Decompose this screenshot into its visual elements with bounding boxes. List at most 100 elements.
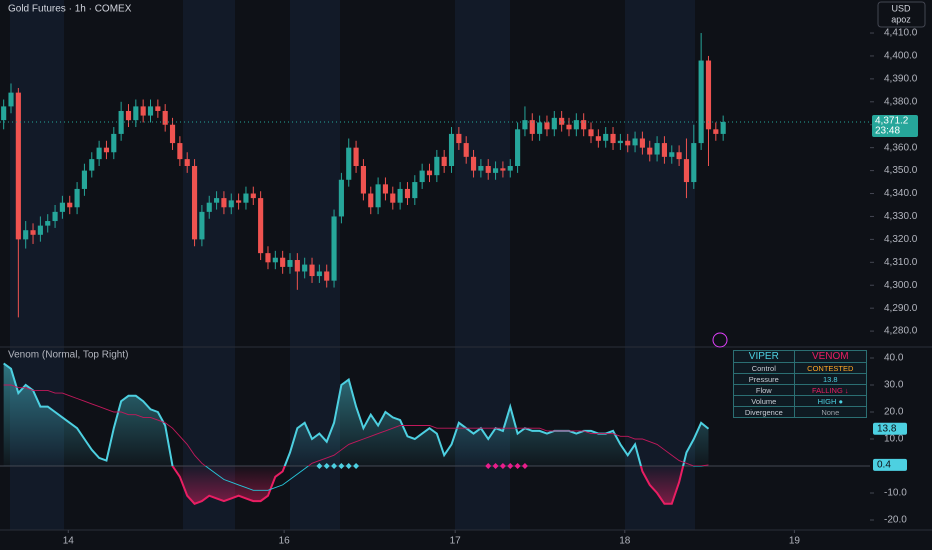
candle-body [147,106,154,116]
candle-body [419,170,425,183]
candle-body [463,143,469,157]
signal-diamond [521,463,528,470]
candle-body [470,156,477,171]
table-cell: None [793,406,868,418]
alert-icon[interactable] [712,332,728,348]
candle-body [713,129,719,134]
candle-body [691,143,697,183]
candle-body [309,264,315,277]
candle-body [537,122,543,134]
candle-body [228,200,234,208]
candle-body [705,60,712,130]
candle-body [382,184,389,194]
indicator-title: Venom (Normal, Top Right) [8,350,128,361]
table-cell: Divergence [733,406,795,418]
signal-diamond [323,463,330,470]
y-tick-label: 4,380.0 [884,96,918,107]
candle-body [375,184,381,208]
candle-body [456,133,462,144]
y-tick-label: 10.0 [884,434,904,445]
table-cell: Control [733,362,795,374]
x-tick-label: 18 [619,536,631,547]
y-tick-label: 4,350.0 [884,165,918,176]
table-row: Pressure 13.8 [733,373,868,385]
venom-line [3,362,710,505]
candle-body [500,168,506,171]
candle-body [118,110,124,134]
signal-diamond [331,463,338,470]
candle-body [654,143,660,155]
signal-diamond [507,463,514,470]
candle-body [265,253,271,263]
candle-body [353,147,359,167]
candle-body [287,260,293,267]
value-badge-label: 13.8 [877,423,897,434]
currency-box[interactable] [877,1,926,28]
candle-body [199,211,205,240]
candle-body [551,117,557,130]
candle-body [412,182,418,199]
table-header-cell: VIPER [733,350,795,363]
candle-body [544,122,550,130]
table-cell: Flow [733,384,795,396]
signal-diamond [485,463,492,470]
candle-body [595,136,601,141]
x-tick-label: 14 [63,536,75,547]
candle-body [8,92,14,107]
candle-body [184,159,190,167]
candle-body [397,188,403,203]
candle-body [632,138,638,146]
candle-body [258,198,264,254]
candle-body [52,211,58,222]
candle-body [610,133,616,144]
candle-body [346,147,352,180]
table-row: Flow FALLING ↓ [733,384,868,396]
countdown: 23:48 [875,126,900,137]
candle-body [338,179,344,217]
candle-body [103,147,110,153]
candle-body [236,200,242,203]
y-tick-label: 4,280.0 [884,326,918,337]
y-tick-label: 4,290.0 [884,303,918,314]
candle-body [683,159,690,183]
candle-body [243,193,249,203]
candle-body [155,106,161,111]
venom-area [3,363,709,504]
chart-title: Gold Futures · 1h · COMEX [8,4,132,15]
signal-diamond [316,463,323,470]
x-tick-label: 16 [279,536,291,547]
candle-body [639,138,645,148]
currency: USD [891,3,911,13]
y-tick-label: 40.0 [884,353,904,364]
y-tick-label: 30.0 [884,380,904,391]
candle-body [647,147,653,155]
candle-body [669,152,675,157]
candle-body [1,106,7,121]
candle-body [566,124,572,130]
candle-body [177,143,183,160]
y-tick-label: 4,390.0 [884,74,918,85]
candle-body [96,147,102,160]
candle-body [390,193,396,203]
y-tick-label: 4,330.0 [884,211,918,222]
candle-body [125,110,132,121]
candle-body [493,168,499,173]
candle-body [515,129,521,167]
candle-body [162,110,168,125]
value-badge-label: 0.4 [877,460,891,471]
candle-body [324,271,330,281]
y-tick-label: -20.0 [884,515,907,526]
candle-body [360,166,366,194]
y-tick-label: -10.0 [884,488,907,499]
candle-body [698,60,704,144]
y-tick-label: 4,360.0 [884,142,918,153]
table-row: Control CONTESTED [733,362,868,374]
y-tick-label: 4,320.0 [884,234,918,245]
candle-body [280,257,286,267]
candle-body [529,120,535,134]
candle-body [448,133,455,167]
candle-body [30,230,36,235]
candle-body [331,216,337,281]
